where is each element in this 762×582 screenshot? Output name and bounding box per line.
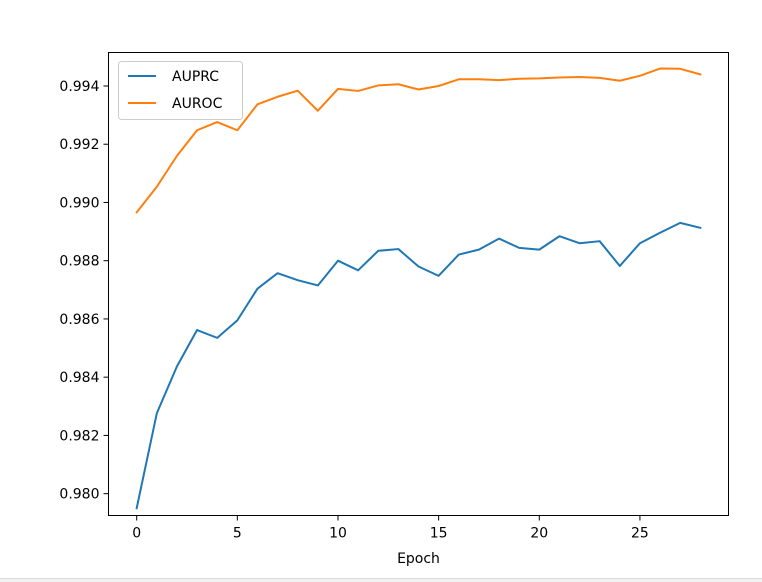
y-tick-label: 0.982 (59, 428, 99, 444)
window-bottom-border (0, 578, 762, 579)
series-line-auroc (135, 67, 702, 214)
window-bottom-strip (0, 579, 762, 582)
y-tick-label: 0.984 (59, 370, 99, 386)
x-tick-label: 5 (233, 526, 242, 542)
y-tick-label: 0.994 (59, 79, 99, 95)
x-axis-label: Epoch (397, 551, 440, 567)
x-tick-label: 10 (329, 526, 347, 542)
legend: AUPRC AUROC (118, 61, 243, 120)
y-axis: 0.980 0.982 0.984 0.986 0.988 0.990 0.992 0.994 (59, 79, 109, 503)
y-tick-label: 0.988 (59, 254, 99, 270)
legend-label-auprc: AUPRC (172, 69, 219, 85)
x-tick-label: 15 (430, 526, 448, 542)
y-tick-label: 0.980 (59, 487, 99, 503)
x-tick-label: 25 (631, 526, 649, 542)
legend-label-auroc: AUROC (172, 96, 223, 112)
x-axis: 0 5 10 15 20 25 (132, 515, 649, 542)
y-tick-label: 0.986 (59, 312, 99, 328)
y-tick-label: 0.992 (59, 137, 99, 153)
x-tick-label: 20 (530, 526, 548, 542)
axes-frame (108, 52, 729, 516)
series-layer (135, 67, 702, 510)
x-tick-label: 0 (132, 526, 141, 542)
series-line-auprc (135, 221, 702, 510)
y-tick-label: 0.990 (59, 195, 99, 211)
